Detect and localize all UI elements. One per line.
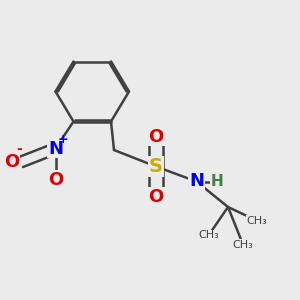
Text: +: + [58, 133, 68, 146]
Text: O: O [148, 188, 164, 206]
Text: CH₃: CH₃ [232, 239, 254, 250]
Text: CH₃: CH₃ [246, 215, 267, 226]
Text: -: - [16, 142, 22, 155]
Text: N: N [48, 140, 63, 158]
Text: N: N [189, 172, 204, 190]
Text: CH₃: CH₃ [198, 230, 219, 241]
Text: O: O [148, 128, 164, 146]
Text: O: O [4, 153, 20, 171]
Text: S: S [149, 157, 163, 176]
Text: H: H [211, 174, 224, 189]
Text: O: O [48, 171, 63, 189]
